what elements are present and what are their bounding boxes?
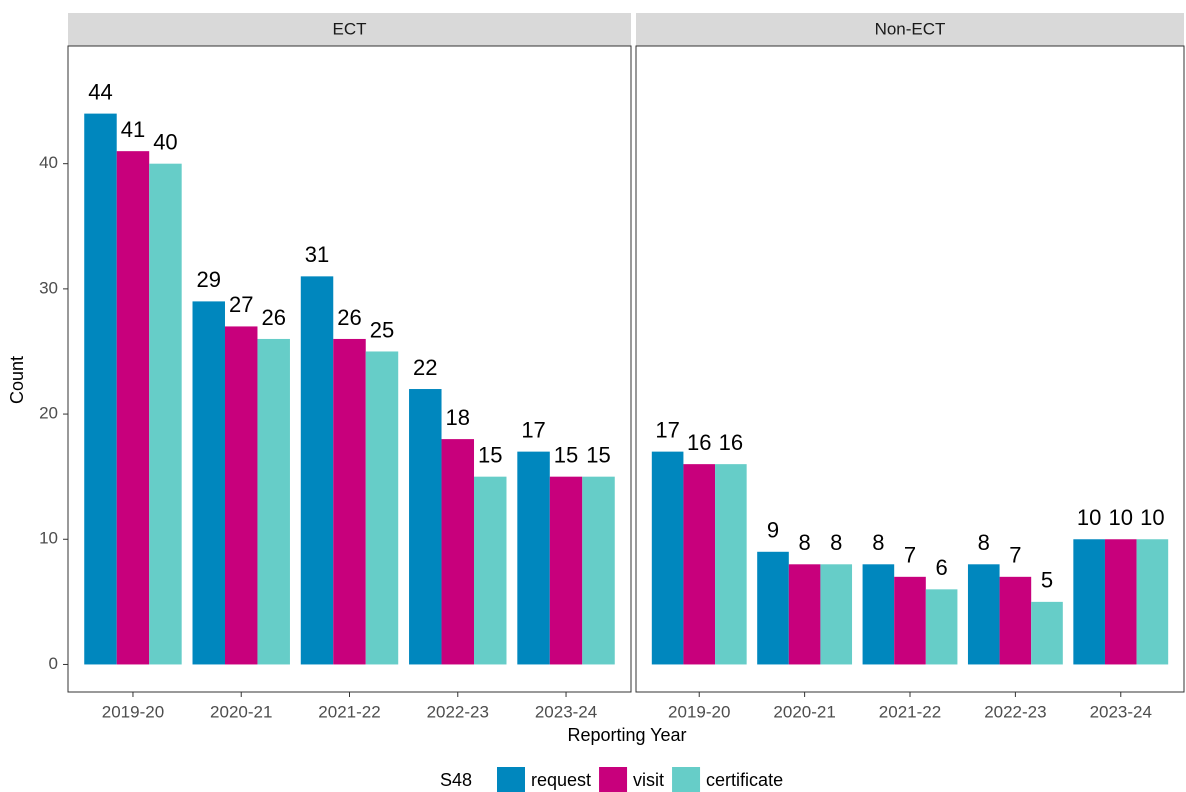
y-tick-label: 10: [39, 529, 58, 548]
bar: [820, 564, 853, 665]
value-label: 6: [935, 555, 947, 580]
x-tick-label: 2023-24: [535, 702, 597, 721]
value-label: 16: [687, 430, 711, 455]
value-label: 10: [1140, 505, 1164, 530]
legend-title: S48: [440, 770, 472, 790]
facet-title: ECT: [333, 19, 367, 38]
bar: [116, 151, 150, 665]
y-tick-label: 30: [39, 278, 58, 297]
x-tick-label: 2019-20: [102, 702, 164, 721]
y-tick-label: 20: [39, 404, 58, 423]
bar: [1104, 539, 1137, 665]
value-label: 8: [830, 530, 842, 555]
value-label: 17: [521, 417, 545, 442]
bar: [894, 576, 926, 665]
bar: [862, 564, 895, 665]
legend-label: request: [531, 770, 591, 790]
x-tick-label: 2019-20: [668, 702, 730, 721]
panel-border: [635, 45, 1185, 693]
value-label: 40: [153, 129, 177, 154]
bar: [1073, 539, 1105, 665]
bar: [365, 351, 399, 665]
bar: [224, 326, 258, 665]
value-label: 16: [719, 430, 743, 455]
bar: [582, 476, 615, 665]
bar: [967, 564, 1000, 665]
bar: [441, 439, 475, 665]
bar: [757, 551, 789, 665]
legend-swatch: [599, 767, 628, 792]
value-label: 5: [1041, 568, 1053, 593]
value-label: 44: [88, 79, 112, 104]
x-tick-label: 2021-22: [318, 702, 380, 721]
bar: [517, 451, 550, 665]
x-tick-label: 2021-22: [879, 702, 941, 721]
value-label: 41: [121, 117, 145, 142]
value-label: 7: [1009, 543, 1021, 568]
value-label: 10: [1109, 505, 1133, 530]
value-label: 31: [305, 242, 329, 267]
value-label: 15: [554, 442, 578, 467]
bar: [925, 589, 958, 665]
bar: [999, 576, 1032, 665]
y-tick-label: 40: [39, 153, 58, 172]
value-label: 25: [370, 317, 394, 342]
x-tick-label: 2020-21: [210, 702, 272, 721]
x-axis-label: Reporting Year: [567, 725, 686, 745]
bar: [651, 451, 684, 665]
facet-title: Non-ECT: [875, 19, 946, 38]
bar: [1031, 601, 1063, 665]
value-label: 26: [337, 305, 361, 330]
value-label: 8: [872, 530, 884, 555]
y-axis-label: Count: [7, 356, 27, 404]
legend-swatch: [672, 767, 701, 792]
value-label: 7: [904, 543, 916, 568]
bar: [409, 389, 442, 665]
value-label: 8: [978, 530, 990, 555]
legend-label: certificate: [706, 770, 783, 790]
value-label: 10: [1077, 505, 1101, 530]
value-label: 18: [446, 405, 470, 430]
bar: [788, 564, 821, 665]
bar: [333, 338, 366, 665]
facet-strip: [68, 13, 631, 46]
value-label: 9: [767, 518, 779, 543]
value-label: 29: [197, 267, 221, 292]
value-label: 15: [586, 442, 610, 467]
legend-label: visit: [633, 770, 664, 790]
value-label: 8: [798, 530, 810, 555]
x-tick-label: 2020-21: [773, 702, 835, 721]
bar: [192, 301, 225, 665]
x-tick-label: 2022-23: [427, 702, 489, 721]
x-tick-label: 2023-24: [1090, 702, 1152, 721]
bar: [474, 476, 507, 665]
bar: [149, 163, 182, 665]
bar: [715, 464, 747, 665]
bar: [300, 276, 334, 665]
value-label: 27: [229, 292, 253, 317]
bar: [1136, 539, 1169, 665]
facet-strip: [636, 13, 1184, 46]
bar: [549, 476, 583, 665]
panel-border: [67, 45, 632, 693]
legend-swatch: [497, 767, 525, 792]
value-label: 26: [261, 305, 285, 330]
value-label: 15: [478, 442, 502, 467]
bar: [683, 464, 716, 665]
y-tick-label: 0: [49, 654, 58, 673]
bar: [84, 113, 117, 665]
x-tick-label: 2022-23: [984, 702, 1046, 721]
value-label: 17: [655, 417, 679, 442]
bar: [257, 338, 290, 665]
value-label: 22: [413, 355, 437, 380]
